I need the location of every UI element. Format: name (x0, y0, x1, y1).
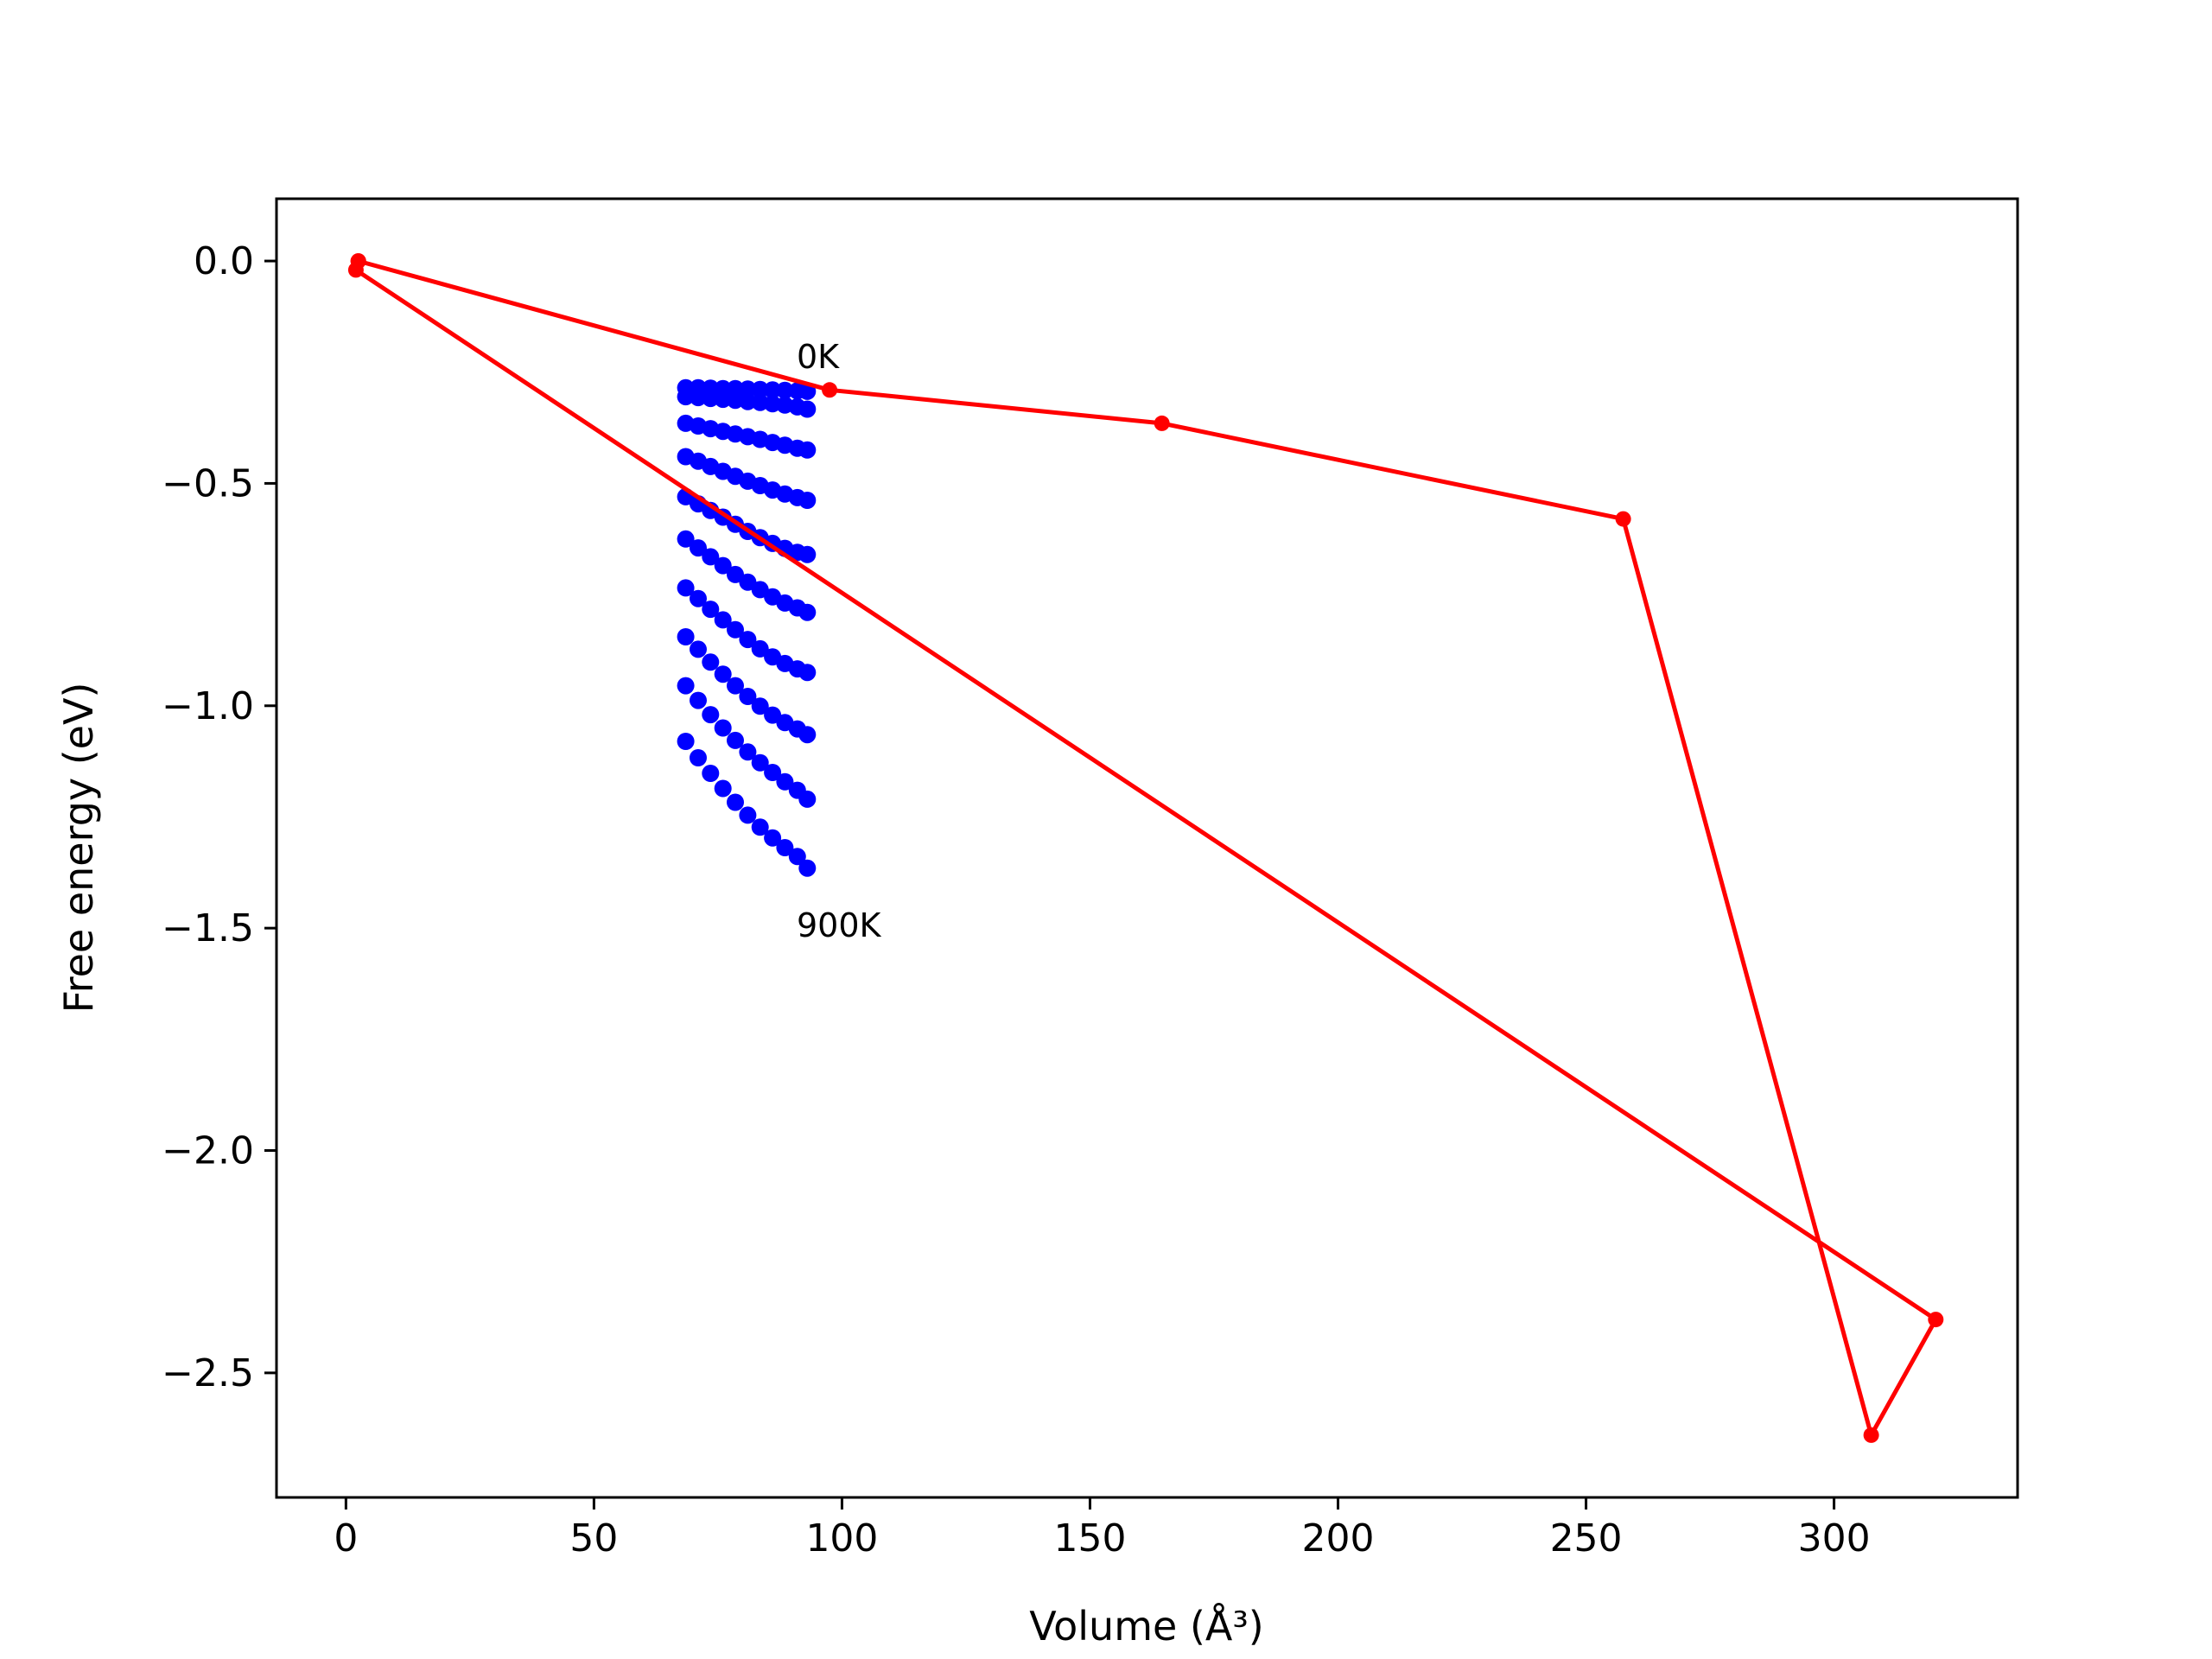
y-tick-label-0: 0.0 (194, 239, 254, 283)
scatter-point-9-0 (677, 733, 695, 750)
red-series-point-4 (1615, 511, 1631, 527)
scatter-point-9-5 (739, 806, 757, 824)
red-series-point-7 (350, 253, 366, 270)
scatter-point-8-5 (739, 743, 757, 761)
scatter-point-8-10 (798, 790, 817, 808)
scatter-point-8-4 (727, 731, 744, 749)
scatter-point-1-5 (739, 392, 757, 410)
scatter-point-9-9 (788, 848, 806, 866)
scatter-point-6-10 (798, 664, 817, 682)
red-series-point-2 (1928, 1312, 1944, 1328)
scatter-point-5-1 (690, 539, 707, 557)
scatter-point-0-8 (776, 381, 794, 399)
scatter-point-7-1 (690, 640, 707, 658)
scatter-point-5-2 (702, 548, 720, 566)
axes: 0 50 100 150 200 250 300 0.0 −0.5 −1.0 −1.5 −2.0 −2.… (162, 239, 1870, 1560)
scatter-point-9-1 (690, 749, 707, 766)
scatter-point-8-1 (690, 691, 707, 709)
y-tick-label-1: −0.5 (162, 461, 254, 505)
red-series-line (353, 258, 1938, 1438)
scatter-point-8-2 (702, 706, 720, 724)
scatter-point-7-0 (677, 628, 695, 645)
annotation-900k: 900K (797, 906, 882, 944)
scatter-point-1-10 (798, 400, 817, 418)
y-tick-label-5: −2.5 (162, 1351, 254, 1395)
scatter-point-9-6 (751, 818, 769, 836)
scatter-point-9-4 (727, 793, 744, 811)
red-series-point-6 (822, 382, 838, 398)
scatter-point-5-4 (727, 565, 744, 583)
x-tick-label-5: 250 (1550, 1516, 1623, 1560)
scatter-point-9-10 (798, 859, 817, 877)
scatter-point-6-0 (677, 579, 695, 597)
scatter-point-1-2 (702, 390, 720, 408)
scatter-point-5-3 (714, 556, 732, 575)
x-axis-label: Volume (Å³) (1029, 1603, 1264, 1649)
scatter-point-7-7 (764, 706, 782, 724)
scatter-point-5-10 (798, 603, 817, 621)
y-axis-label: Free energy (eV) (55, 683, 102, 1014)
scatter-point-9-2 (702, 765, 720, 782)
scatter-point-1-3 (714, 391, 732, 409)
scatter-point-0-6 (751, 380, 769, 398)
red-series-point-3 (1863, 1427, 1879, 1443)
scatter-point-6-3 (714, 611, 732, 629)
x-tick-label-3: 150 (1053, 1516, 1126, 1560)
scatter-point-9-8 (776, 839, 794, 856)
x-tick-label-6: 300 (1798, 1516, 1871, 1560)
scatter-point-6-4 (727, 620, 744, 639)
scatter-point-7-6 (751, 697, 769, 715)
scatter-point-6-2 (702, 601, 720, 619)
scatter-point-6-6 (751, 639, 769, 658)
scatter-point-5-5 (739, 573, 757, 591)
scatter-point-2-10 (798, 441, 817, 459)
scatter-point-8-7 (764, 764, 782, 781)
scatter-point-0-7 (764, 381, 782, 399)
scatter-point-4-10 (798, 545, 817, 563)
scatter-point-9-3 (714, 779, 732, 798)
scatter-point-7-4 (727, 677, 744, 695)
y-tick-label-3: −1.5 (162, 906, 254, 950)
scatter-point-8-6 (751, 753, 769, 772)
scatter-point-8-3 (714, 719, 732, 737)
scatter-point-7-5 (739, 688, 757, 705)
scatter-point-8-8 (776, 772, 794, 791)
scatter-point-5-0 (677, 530, 695, 548)
x-tick-label-2: 100 (805, 1516, 878, 1560)
scatter-point-0-5 (739, 380, 757, 398)
x-tick-label-1: 50 (569, 1516, 618, 1560)
scatter-point-7-10 (798, 726, 817, 744)
plot-marks (347, 253, 1944, 1443)
y-tick-label-4: −2.0 (162, 1129, 254, 1173)
scatter-point-1-0 (677, 388, 695, 406)
scatter-point-7-2 (702, 653, 720, 671)
scatter-point-3-10 (798, 492, 817, 509)
scatter-point-9-7 (764, 829, 782, 847)
scatter-point-1-4 (727, 391, 744, 410)
plot-frame (275, 197, 2019, 1499)
scatter-point-6-5 (739, 631, 757, 649)
scatter-point-8-0 (677, 677, 695, 695)
x-tick-label-4: 200 (1302, 1516, 1375, 1560)
y-tick-label-2: −1.0 (162, 684, 254, 728)
x-tick-label-0: 0 (334, 1516, 358, 1560)
scatter-point-6-1 (690, 589, 707, 607)
scatter-point-1-1 (690, 389, 707, 407)
scatter-point-7-3 (714, 665, 732, 683)
red-series-point-5 (1154, 415, 1170, 431)
annotation-0k: 0K (797, 338, 840, 376)
